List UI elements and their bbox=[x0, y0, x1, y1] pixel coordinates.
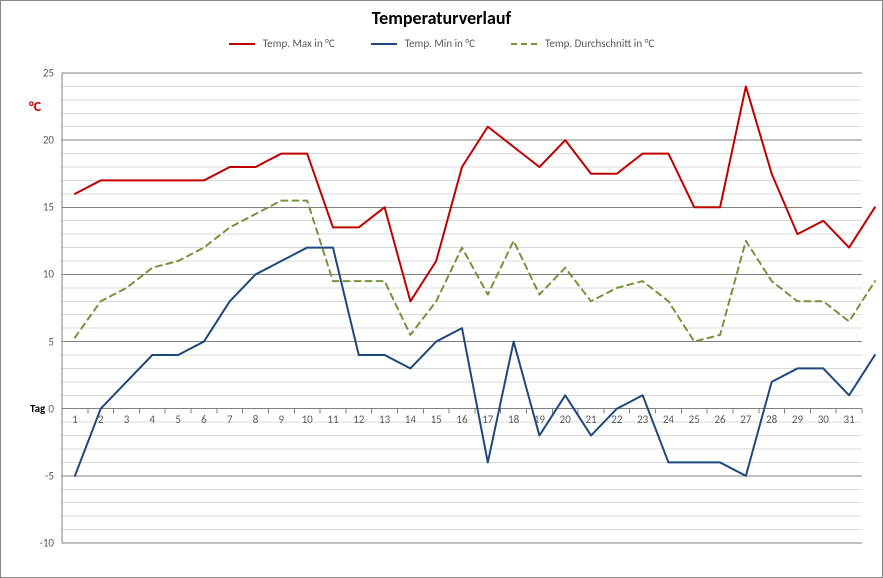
plot-svg bbox=[62, 73, 862, 543]
chart-container: Temperaturverlauf Temp. Max in °C Temp. … bbox=[0, 0, 883, 578]
y-tick-label: 10 bbox=[43, 268, 54, 281]
x-tick-label: 14 bbox=[405, 413, 416, 426]
series-avg-line bbox=[75, 201, 875, 342]
legend-item-avg: Temp. Durchschnitt in °C bbox=[511, 37, 654, 50]
y-tick-label: 0 bbox=[48, 402, 54, 415]
x-tick-label: 27 bbox=[740, 413, 751, 426]
y-tick-label: 20 bbox=[43, 134, 54, 147]
x-tick-label: 17 bbox=[482, 413, 493, 426]
x-tick-label: 23 bbox=[637, 413, 648, 426]
x-tick-label: 6 bbox=[201, 413, 207, 426]
y-tick-label: 5 bbox=[48, 335, 54, 348]
legend-swatch-min bbox=[371, 43, 397, 45]
x-tick-label: 19 bbox=[534, 413, 545, 426]
y-axis-unit: °C bbox=[29, 98, 41, 115]
legend-item-max: Temp. Max in °C bbox=[229, 37, 335, 50]
plot-area: -10-505101520251234567891011121314151617… bbox=[62, 73, 862, 543]
x-tick-label: 10 bbox=[302, 413, 313, 426]
x-tick-label: 13 bbox=[379, 413, 390, 426]
chart-title: Temperaturverlauf bbox=[1, 7, 882, 29]
x-axis-label: Tag bbox=[30, 402, 45, 415]
x-tick-label: 29 bbox=[792, 413, 803, 426]
x-tick-label: 25 bbox=[689, 413, 700, 426]
x-tick-label: 11 bbox=[327, 413, 338, 426]
x-tick-label: 18 bbox=[508, 413, 519, 426]
x-tick-label: 31 bbox=[844, 413, 855, 426]
x-tick-label: 4 bbox=[150, 413, 156, 426]
legend-item-min: Temp. Min in °C bbox=[371, 37, 475, 50]
x-tick-label: 2 bbox=[98, 413, 104, 426]
x-tick-label: 15 bbox=[431, 413, 442, 426]
x-tick-label: 9 bbox=[279, 413, 285, 426]
x-tick-label: 24 bbox=[663, 413, 674, 426]
legend-label-max: Temp. Max in °C bbox=[263, 37, 335, 50]
y-tick-label: -5 bbox=[45, 469, 54, 482]
x-tick-label: 20 bbox=[560, 413, 571, 426]
x-tick-label: 26 bbox=[714, 413, 725, 426]
legend-swatch-max bbox=[229, 43, 255, 45]
x-tick-label: 28 bbox=[766, 413, 777, 426]
x-tick-label: 1 bbox=[72, 413, 78, 426]
legend-label-avg: Temp. Durchschnitt in °C bbox=[545, 37, 654, 50]
y-tick-label: 15 bbox=[43, 201, 54, 214]
series-min-line bbox=[75, 248, 875, 476]
x-tick-label: 8 bbox=[253, 413, 259, 426]
x-tick-label: 3 bbox=[124, 413, 130, 426]
y-tick-label: 25 bbox=[43, 67, 54, 80]
legend: Temp. Max in °C Temp. Min in °C Temp. Du… bbox=[1, 37, 882, 50]
x-tick-label: 21 bbox=[585, 413, 596, 426]
x-tick-label: 22 bbox=[611, 413, 622, 426]
legend-label-min: Temp. Min in °C bbox=[405, 37, 475, 50]
x-tick-label: 16 bbox=[456, 413, 467, 426]
x-tick-label: 30 bbox=[818, 413, 829, 426]
legend-swatch-avg bbox=[511, 43, 537, 45]
x-tick-label: 12 bbox=[353, 413, 364, 426]
x-tick-label: 7 bbox=[227, 413, 233, 426]
y-tick-label: -10 bbox=[39, 537, 54, 550]
x-tick-label: 5 bbox=[175, 413, 181, 426]
